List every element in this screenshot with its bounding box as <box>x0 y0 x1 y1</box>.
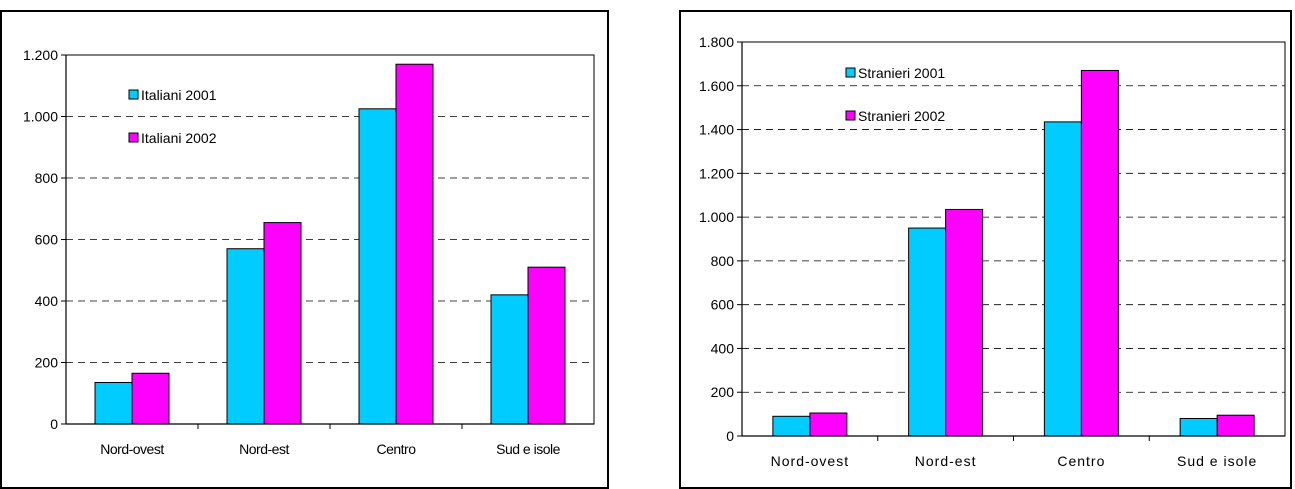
stranieri-ytick-label: 400 <box>711 340 735 356</box>
italiani-bar <box>131 372 170 425</box>
italiani-legend-bg <box>125 127 243 145</box>
stranieri-bar <box>1216 414 1255 437</box>
italiani-bar <box>226 248 265 425</box>
stranieri-bar <box>809 412 848 437</box>
italiani-bar <box>490 294 529 425</box>
stranieri-bar <box>1043 121 1082 437</box>
italiani-bar <box>527 266 566 425</box>
stranieri-bar <box>945 208 984 437</box>
italiani-xtick-label: Centro <box>376 441 416 457</box>
italiani-legend-label: Italiani 2002 <box>141 130 217 146</box>
italiani-legend-bg <box>125 84 243 102</box>
italiani-bar <box>263 222 302 425</box>
italiani-legend-swatch <box>128 89 139 100</box>
stranieri-legend-label: Stranieri 2001 <box>858 65 945 81</box>
stranieri-ytick-label: 1.400 <box>699 122 734 138</box>
italiani-bar <box>395 63 434 425</box>
italiani-xtick-label: Nord-ovest <box>100 441 164 457</box>
italiani-ytick-label: 1.200 <box>23 47 58 63</box>
stranieri-legend-swatch <box>845 110 856 121</box>
italiani-xtick-label: Sud e isole <box>496 441 560 457</box>
stranieri-xtick-label: Nord-est <box>915 453 977 469</box>
stranieri-plot-area <box>741 41 1286 437</box>
chart-italiani: 0 200 400 600 800 1.000 1.200 Nord-ovest Nord-es… <box>0 10 609 489</box>
stranieri-ytick-label: 1.600 <box>699 78 734 94</box>
stranieri-legend-swatch <box>845 67 856 78</box>
chart-italiani-svg: 0 200 400 600 800 1.000 1.200 Nord-ovest Nord-es… <box>23 47 595 457</box>
stranieri-legend-bg <box>842 62 960 80</box>
italiani-bar <box>358 108 397 425</box>
italiani-legend-label: Italiani 2001 <box>141 87 217 103</box>
stranieri-legend-label: Stranieri 2002 <box>858 108 945 124</box>
stranieri-ytick-label: 600 <box>711 297 735 313</box>
stranieri-ytick-label: 0 <box>726 428 734 444</box>
stranieri-ytick-label: 800 <box>711 253 735 269</box>
stranieri-bar <box>1080 69 1119 437</box>
stranieri-xtick-label: Centro <box>1057 453 1105 469</box>
stranieri-ytick-label: 1.200 <box>699 165 734 181</box>
italiani-ytick-label: 600 <box>35 232 59 248</box>
stranieri-bar <box>908 227 947 437</box>
stranieri-bar <box>1179 417 1218 437</box>
chart-stranieri-svg: 0 200 400 600 800 1.000 1.200 1.400 1.600 1.800 No… <box>699 34 1286 469</box>
italiani-ytick-label: 800 <box>35 170 59 186</box>
stranieri-xtick-label: Nord-ovest <box>771 453 849 469</box>
stranieri-ytick-label: 1.800 <box>699 34 734 50</box>
italiani-legend-swatch <box>128 132 139 143</box>
italiani-bar <box>94 381 133 425</box>
stranieri-bar <box>772 415 811 437</box>
stranieri-legend-bg <box>842 105 960 123</box>
italiani-ytick-label: 400 <box>35 293 59 309</box>
stranieri-ytick-label: 1.000 <box>699 209 734 225</box>
chart-stranieri: 0 200 400 600 800 1.000 1.200 1.400 1.600 1.800 No… <box>679 10 1292 489</box>
stranieri-ytick-label: 200 <box>711 384 735 400</box>
italiani-ytick-label: 200 <box>35 355 59 371</box>
italiani-ytick-label: 1.000 <box>23 109 58 125</box>
italiani-xtick-label: Nord-est <box>239 441 289 457</box>
italiani-ytick-label: 0 <box>50 416 58 432</box>
stranieri-xtick-label: Sud e isole <box>1177 453 1257 469</box>
